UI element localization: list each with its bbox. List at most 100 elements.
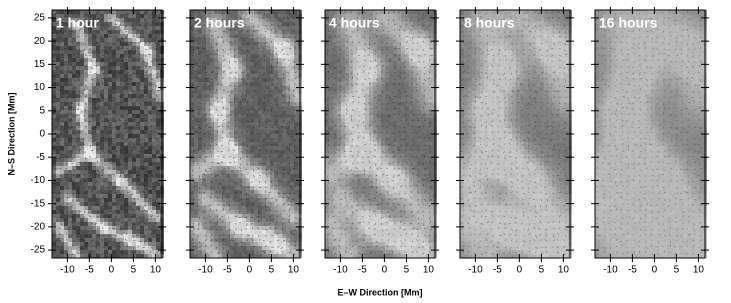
- image-cell: [52, 186, 56, 190]
- image-cell: [112, 66, 116, 70]
- image-cell: [80, 10, 84, 14]
- image-cell: [76, 62, 80, 66]
- image-cell: [104, 130, 108, 134]
- image-cell: [230, 174, 234, 178]
- image-cell: [274, 146, 278, 150]
- image-cell: [60, 194, 64, 198]
- image-cell: [230, 126, 234, 130]
- image-cell: [104, 174, 108, 178]
- image-cell: [136, 186, 140, 190]
- image-cell: [60, 50, 64, 54]
- image-cell: [210, 54, 214, 58]
- image-cell: [234, 50, 238, 54]
- image-cell: [120, 122, 124, 126]
- image-cell: [128, 150, 132, 154]
- image-cell: [144, 198, 148, 202]
- image-cell: [234, 242, 238, 246]
- image-cell: [76, 210, 80, 214]
- image-cell: [76, 246, 80, 250]
- image-cell: [206, 198, 210, 202]
- image-cell: [76, 142, 80, 146]
- image-cell: [84, 222, 88, 226]
- image-cell: [194, 138, 198, 142]
- image-cell: [210, 146, 214, 150]
- image-cell: [136, 26, 140, 30]
- image-cell: [290, 38, 294, 42]
- image-cell: [76, 170, 80, 174]
- image-cell: [56, 70, 60, 74]
- image-cell: [198, 250, 202, 254]
- image-cell: [68, 70, 72, 74]
- image-cell: [290, 210, 294, 214]
- image-cell: [156, 170, 160, 174]
- image-cell: [286, 234, 290, 238]
- image-cell: [226, 250, 230, 254]
- image-cell: [80, 98, 84, 102]
- image-cell: [152, 174, 156, 178]
- image-cell: [230, 182, 234, 186]
- image-cell: [68, 162, 72, 166]
- image-cell: [230, 138, 234, 142]
- image-cell: [286, 74, 290, 78]
- image-cell: [84, 234, 88, 238]
- image-cell: [266, 246, 270, 250]
- image-cell: [132, 234, 136, 238]
- image-cell: [84, 134, 88, 138]
- image-cell: [270, 126, 274, 130]
- image-cell: [254, 18, 258, 22]
- image-cell: [270, 230, 274, 234]
- image-cell: [218, 154, 222, 158]
- image-cell: [194, 98, 198, 102]
- image-cell: [230, 242, 234, 246]
- image-cell: [76, 254, 80, 258]
- image-cell: [210, 250, 214, 254]
- image-cell: [198, 50, 202, 54]
- image-cell: [238, 130, 242, 134]
- y-tick-label: 25: [34, 13, 46, 24]
- image-cell: [140, 234, 144, 238]
- image-cell: [278, 98, 282, 102]
- image-cell: [250, 150, 254, 154]
- image-cell: [104, 150, 108, 154]
- image-cell: [56, 78, 60, 82]
- image-cell: [52, 142, 56, 146]
- image-cell: [206, 154, 210, 158]
- image-cell: [68, 154, 72, 158]
- image-cell: [68, 158, 72, 162]
- image-cell: [128, 70, 132, 74]
- image-cell: [238, 254, 242, 258]
- image-cell: [104, 202, 108, 206]
- image-cell: [290, 114, 294, 118]
- image-cell: [214, 158, 218, 162]
- image-cell: [120, 206, 124, 210]
- image-cell: [112, 82, 116, 86]
- image-cell: [206, 230, 210, 234]
- image-cell: [274, 202, 278, 206]
- image-cell: [222, 114, 226, 118]
- image-cell: [294, 74, 298, 78]
- image-cell: [246, 162, 250, 166]
- image-cell: [72, 114, 76, 118]
- image-cell: [278, 174, 282, 178]
- image-cell: [226, 106, 230, 110]
- image-cell: [112, 90, 116, 94]
- image-cell: [144, 142, 148, 146]
- image-cell: [128, 34, 132, 38]
- image-cell: [270, 70, 274, 74]
- image-cell: [100, 142, 104, 146]
- image-cell: [112, 154, 116, 158]
- image-cell: [116, 70, 120, 74]
- image-cell: [148, 170, 152, 174]
- image-cell: [116, 206, 120, 210]
- image-cell: [72, 90, 76, 94]
- image-cell: [132, 46, 136, 50]
- flow-arrow: [155, 157, 157, 158]
- image-cell: [140, 190, 144, 194]
- image-cell: [266, 190, 270, 194]
- image-cell: [218, 202, 222, 206]
- image-cell: [148, 210, 152, 214]
- image-cell: [112, 230, 116, 234]
- image-cell: [152, 134, 156, 138]
- image-cell: [84, 138, 88, 142]
- image-cell: [64, 130, 68, 134]
